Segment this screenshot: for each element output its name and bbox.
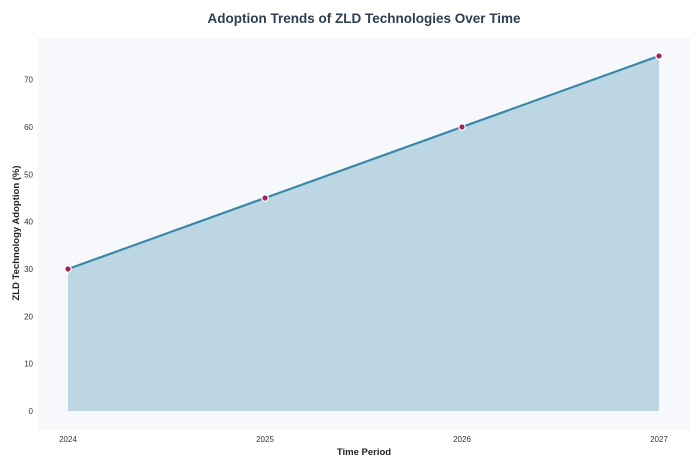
y-tick-label: 20 [24,312,33,321]
chart-title: Adoption Trends of ZLD Technologies Over… [207,11,521,26]
y-tick-label: 10 [24,360,33,369]
data-point [64,265,72,273]
area-layer [68,55,659,412]
y-tick-label: 50 [24,170,33,179]
y-tick-label: 0 [29,407,34,416]
data-point [458,123,466,131]
y-axis-label: ZLD Technology Adoption (%) [11,165,22,300]
line-layer [66,54,661,271]
x-axis-label: Time Period [337,447,391,458]
x-tick-label: 2025 [256,435,274,444]
marker-layer [64,52,663,273]
series-line [66,54,661,271]
y-tick-label: 30 [24,265,33,274]
x-tick-label: 2027 [650,435,668,444]
y-tick-label: 70 [24,76,33,85]
x-tick-label: 2024 [59,435,77,444]
y-tick-label: 60 [24,123,33,132]
y-ticks: 0 10 20 30 40 50 60 70 [24,76,33,416]
area-fill [68,55,659,412]
y-tick-label: 40 [24,218,33,227]
x-ticks: 2024 2025 2026 2027 [59,435,668,444]
data-point [655,52,663,60]
data-point [261,194,269,202]
x-tick-label: 2026 [453,435,471,444]
